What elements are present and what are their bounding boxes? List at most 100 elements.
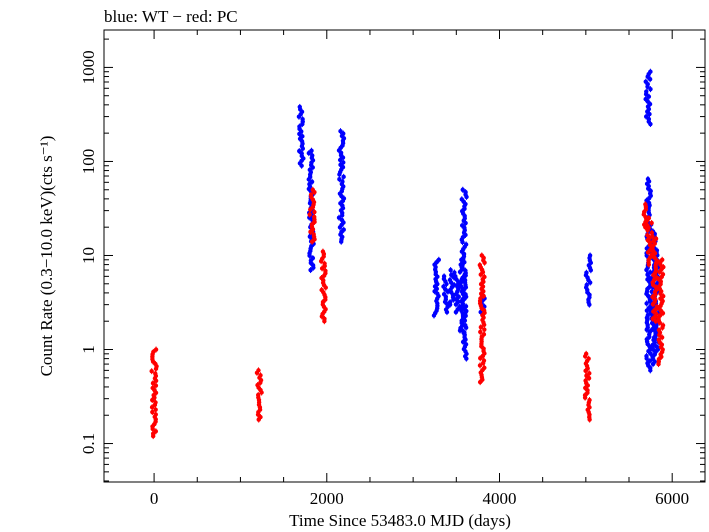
data-point [310, 255, 316, 261]
data-point [652, 342, 657, 347]
data-point [644, 301, 649, 306]
data-point [256, 368, 261, 373]
data-point [153, 371, 158, 376]
data-point [441, 274, 447, 279]
data-point [463, 304, 469, 309]
data-point [447, 277, 453, 283]
x-tick-label: 2000 [310, 489, 344, 508]
chart-title: blue: WT − red: PC [104, 7, 238, 26]
data-cluster [656, 256, 666, 368]
data-point [336, 215, 342, 220]
data-point [153, 383, 159, 388]
data-point [463, 242, 469, 247]
data-point [153, 400, 158, 405]
data-point [653, 236, 659, 241]
data-point [441, 292, 447, 297]
data-point [150, 380, 156, 386]
data-point [584, 282, 589, 288]
data-point [477, 363, 483, 368]
axis-layer: 0 2000 4000 6000 0.1 1 10 100 1000 [79, 30, 705, 508]
data-cluster [307, 186, 317, 245]
x-tick-label: 6000 [655, 489, 689, 508]
data-point [656, 276, 661, 282]
data-point [312, 209, 317, 215]
data-point [644, 89, 649, 94]
data-point [459, 197, 465, 202]
data-point [587, 397, 592, 403]
data-cluster [441, 273, 451, 316]
series-pc [149, 186, 666, 440]
data-cluster [431, 256, 441, 319]
data-point [459, 327, 465, 333]
data-point [340, 179, 345, 184]
data-point [661, 264, 666, 270]
data-cluster [336, 128, 347, 245]
data-cluster [582, 350, 592, 423]
data-point [648, 69, 653, 74]
data-point [477, 262, 483, 268]
data-point [256, 392, 261, 398]
data-point [478, 329, 483, 335]
data-cluster [641, 201, 649, 231]
data-point [341, 160, 346, 165]
data-layer [149, 68, 666, 440]
data-point [648, 86, 653, 92]
data-cluster [459, 186, 469, 362]
data-point [149, 368, 154, 374]
data-point [453, 274, 458, 279]
data-point [459, 320, 464, 326]
data-point [482, 274, 487, 280]
data-point [643, 79, 648, 84]
data-point [322, 261, 327, 266]
data-point [460, 275, 465, 280]
data-cluster [254, 367, 264, 423]
data-cluster [583, 252, 594, 308]
data-point [479, 253, 484, 258]
data-cluster [643, 68, 653, 128]
data-point [323, 268, 328, 273]
data-point [338, 128, 343, 134]
data-point [310, 153, 315, 158]
data-point [460, 187, 465, 192]
data-point [586, 356, 591, 361]
data-point [587, 371, 592, 376]
data-point [660, 257, 665, 262]
data-point [460, 296, 465, 302]
data-point [644, 353, 649, 359]
data-point [310, 187, 315, 192]
data-point [319, 287, 324, 293]
data-cluster [149, 346, 159, 440]
plot-frame [103, 29, 706, 483]
data-point [463, 342, 469, 347]
data-point [656, 337, 662, 343]
data-point [307, 212, 312, 217]
data-cluster [296, 103, 306, 169]
data-point [463, 323, 468, 328]
data-point [650, 234, 655, 239]
data-point [459, 223, 465, 228]
data-point [482, 365, 487, 370]
data-point [300, 116, 305, 122]
data-point [482, 327, 487, 332]
data-point [649, 289, 654, 294]
y-tick-label: 0.1 [79, 433, 98, 454]
data-point [645, 176, 651, 182]
data-point [341, 174, 346, 180]
data-point [583, 378, 588, 383]
data-point [447, 299, 453, 305]
data-point [587, 253, 593, 258]
data-point [441, 284, 446, 289]
y-tick-label: 10 [79, 247, 98, 264]
data-point [656, 327, 662, 333]
data-point [645, 223, 650, 228]
data-point [297, 104, 302, 110]
data-point [643, 96, 648, 102]
data-point [646, 215, 652, 221]
y-tick-label: 1000 [79, 50, 98, 84]
data-point [660, 323, 666, 328]
data-point [583, 351, 589, 357]
data-point [660, 272, 666, 277]
data-point [643, 114, 649, 119]
data-point [309, 148, 314, 153]
